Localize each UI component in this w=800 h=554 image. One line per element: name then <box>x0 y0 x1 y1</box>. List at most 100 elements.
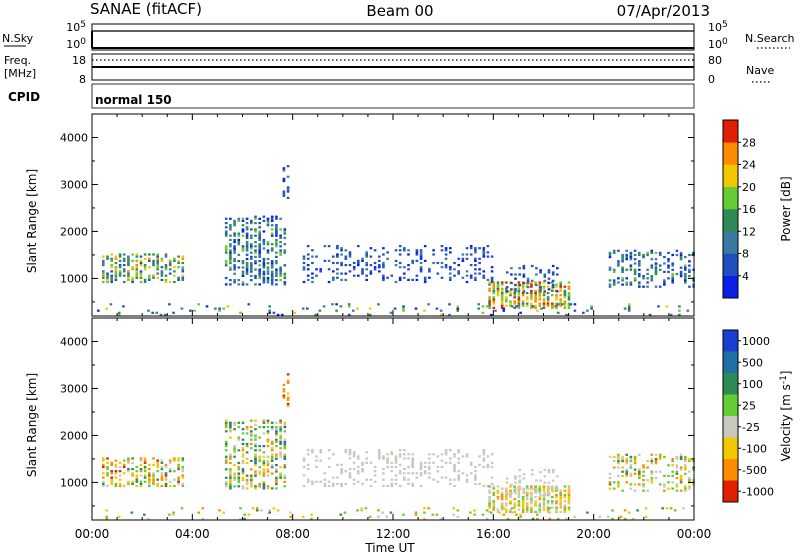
data-cell <box>270 264 274 267</box>
data-cell <box>638 268 641 271</box>
data-cell <box>224 249 228 252</box>
data-cell <box>530 298 533 301</box>
data-cell <box>139 480 143 483</box>
data-cell <box>250 459 253 462</box>
data-cell <box>403 249 406 252</box>
data-cell <box>302 280 306 284</box>
data-cell <box>352 309 355 312</box>
data-cell <box>245 262 249 265</box>
data-cell <box>449 278 452 281</box>
data-cell <box>233 428 236 431</box>
data-cell <box>233 474 236 477</box>
data-cell <box>542 489 546 492</box>
data-cell <box>629 466 633 469</box>
data-cell <box>517 287 521 290</box>
data-cell <box>361 270 364 273</box>
data-cell <box>563 300 567 303</box>
data-cell <box>148 278 151 281</box>
data-cell <box>336 253 339 256</box>
data-cell <box>675 476 679 480</box>
data-cell <box>262 238 266 242</box>
colorbar-segment <box>723 480 738 503</box>
data-cell <box>423 280 427 284</box>
data-cell <box>650 476 654 480</box>
data-cell <box>658 253 662 257</box>
data-cell <box>306 245 310 248</box>
data-cell <box>275 468 278 471</box>
data-cell <box>262 262 266 265</box>
colorbar-segment <box>723 394 738 417</box>
data-cell <box>315 455 318 458</box>
data-cell <box>102 255 105 258</box>
data-cell <box>547 485 551 489</box>
data-cell <box>258 272 261 275</box>
data-cell <box>245 264 249 267</box>
data-cell <box>551 304 554 307</box>
data-cell <box>332 270 335 273</box>
data-cell <box>275 457 278 460</box>
data-cell <box>181 459 185 462</box>
data-cell <box>638 251 641 254</box>
data-cell <box>229 262 232 265</box>
data-cell <box>490 270 494 273</box>
data-cell <box>621 277 624 280</box>
data-cell <box>667 266 670 269</box>
data-cell <box>233 478 236 481</box>
data-cell <box>509 289 512 292</box>
data-cell <box>638 283 641 286</box>
data-cell <box>233 247 236 250</box>
data-cell <box>684 489 687 492</box>
data-cell <box>229 253 232 256</box>
data-cell <box>306 278 310 281</box>
data-cell <box>513 485 516 488</box>
data-cell <box>373 268 377 271</box>
data-cell <box>106 457 109 460</box>
data-cell <box>390 274 394 277</box>
data-cell <box>173 270 176 273</box>
data-cell <box>518 488 521 491</box>
data-cell <box>555 508 558 511</box>
data-cell <box>623 307 627 310</box>
data-cell <box>254 428 257 431</box>
data-cell <box>488 496 491 499</box>
data-cell <box>644 515 648 518</box>
data-cell <box>266 470 270 473</box>
data-cell <box>239 517 242 520</box>
data-cell <box>486 465 490 469</box>
data-cell <box>245 249 249 252</box>
data-cell <box>114 257 118 260</box>
data-cell <box>275 421 278 424</box>
data-cell <box>667 264 670 267</box>
data-cell <box>233 232 236 235</box>
data-cell <box>517 292 521 295</box>
data-cell <box>250 480 253 484</box>
data-cell <box>518 267 521 270</box>
data-cell <box>245 478 249 481</box>
data-cell <box>490 465 494 469</box>
data-cell <box>393 307 397 310</box>
data-cell <box>173 266 176 269</box>
data-cell <box>517 502 521 505</box>
data-cell <box>419 474 423 477</box>
data-cell <box>444 257 448 260</box>
data-cell <box>419 465 423 469</box>
data-cell <box>488 283 491 286</box>
data-cell <box>496 287 500 290</box>
data-cell <box>245 474 249 477</box>
data-cell <box>419 472 423 475</box>
data-cell <box>496 285 500 288</box>
data-cell <box>675 455 679 458</box>
data-cell <box>633 455 637 458</box>
data-cell <box>348 255 352 258</box>
data-cell <box>490 276 494 279</box>
data-cell <box>237 436 241 439</box>
data-cell <box>492 500 496 503</box>
data-cell <box>270 276 274 280</box>
data-cell <box>106 274 109 277</box>
data-cell <box>130 511 134 514</box>
data-cell <box>181 278 185 281</box>
data-cell <box>262 451 266 454</box>
data-cell <box>456 305 460 308</box>
data-cell <box>335 303 338 306</box>
data-cell <box>436 470 440 473</box>
